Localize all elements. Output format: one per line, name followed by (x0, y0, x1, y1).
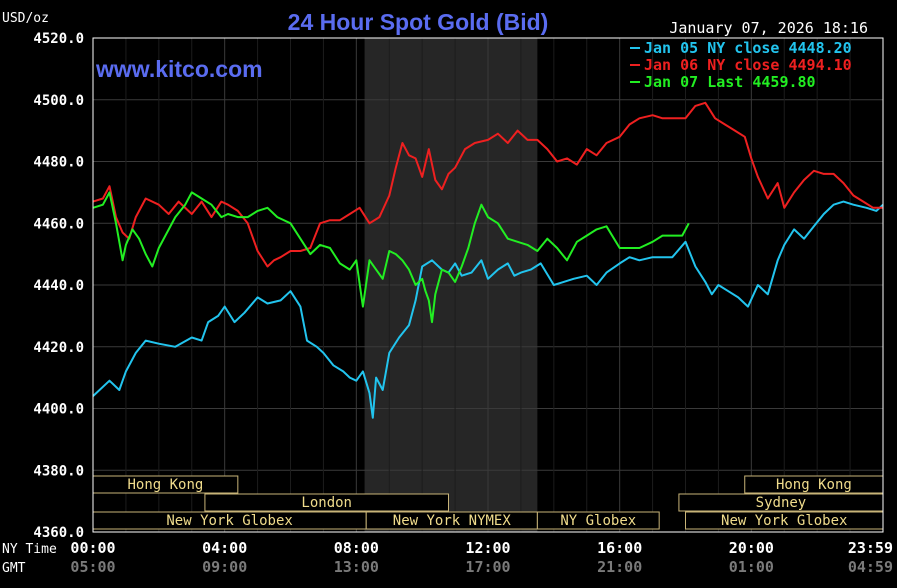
session-label: Sydney (756, 495, 807, 511)
x-tick-label: 09:00 (202, 558, 247, 576)
y-tick-label: 4500.0 (33, 93, 84, 109)
x-axis-ticks: NY Time 00:00 04:00 08:00 12:00 16:00 20:00 23:… (2, 539, 893, 576)
y-axis-label: USD/oz (2, 11, 49, 26)
y-tick-label: 4360.0 (33, 525, 84, 541)
session-label: New York Globex (721, 513, 847, 529)
session-box-frame (204, 493, 449, 512)
session-label: New York NYMEX (393, 513, 512, 529)
plot-border (92, 37, 884, 533)
x-tick-label: 20:00 (729, 539, 774, 557)
session-box: London (204, 493, 449, 512)
session-box-frame (536, 511, 660, 530)
x-tick-label: 08:00 (334, 539, 379, 557)
session-box: New York Globex (685, 511, 884, 530)
series-line-0 (92, 200, 884, 419)
trading-sessions: Hong Kong London New York Globex New York N… (92, 475, 884, 530)
watermark: www.kitco.com (95, 56, 263, 82)
legend-entry: Jan 05 NY close 4448.20 (644, 39, 852, 57)
x-tick-label: 17:00 (465, 558, 510, 576)
x-tick-label: 12:00 (465, 539, 510, 557)
legend-entry: Jan 07 Last 4459.80 (644, 73, 816, 91)
y-axis-ticks: 4520.0 4500.0 4480.0 4460.0 4440.0 4420.0 4400… (33, 31, 84, 541)
session-label: NY Globex (560, 513, 636, 529)
session-box: New York NYMEX (365, 511, 538, 530)
grid-lines (93, 38, 883, 532)
series-line-2 (92, 191, 690, 324)
x-tick-label: 05:00 (70, 558, 115, 576)
chart-title: 24 Hour Spot Gold (Bid) (288, 9, 549, 35)
x-tick-label: 21:00 (597, 558, 642, 576)
x-tick-label: 16:00 (597, 539, 642, 557)
x-axis-row-label: GMT (2, 561, 26, 576)
session-box: Sydney (678, 493, 884, 512)
x-tick-label: 00:00 (70, 539, 115, 557)
x-tick-label: 04:00 (202, 539, 247, 557)
legend-entry: Jan 06 NY close 4494.10 (644, 56, 852, 74)
series-layer (92, 101, 884, 419)
session-label: New York Globex (166, 513, 292, 529)
session-label: Hong Kong (776, 477, 852, 493)
timestamp: January 07, 2026 18:16 (669, 19, 868, 37)
y-tick-label: 4440.0 (33, 278, 84, 294)
session-box: New York Globex (92, 511, 367, 530)
x-tick-label: 13:00 (334, 558, 379, 576)
x-tick-label: 04:59 (848, 558, 893, 576)
x-axis-row-label: NY Time (2, 542, 57, 557)
series-line-1 (92, 101, 883, 268)
x-tick-label: 01:00 (729, 558, 774, 576)
y-tick-label: 4380.0 (33, 463, 84, 479)
y-tick-label: 4460.0 (33, 216, 84, 232)
y-tick-label: 4520.0 (33, 31, 84, 47)
session-label: London (301, 495, 352, 511)
session-box: Hong Kong (744, 475, 884, 494)
y-tick-label: 4400.0 (33, 402, 84, 418)
session-box: Hong Kong (92, 475, 239, 494)
x-tick-label: 23:59 (848, 539, 893, 557)
y-tick-label: 4480.0 (33, 155, 84, 171)
session-label: Hong Kong (127, 477, 203, 493)
y-tick-label: 4420.0 (33, 340, 84, 356)
session-box: NY Globex (536, 511, 660, 530)
